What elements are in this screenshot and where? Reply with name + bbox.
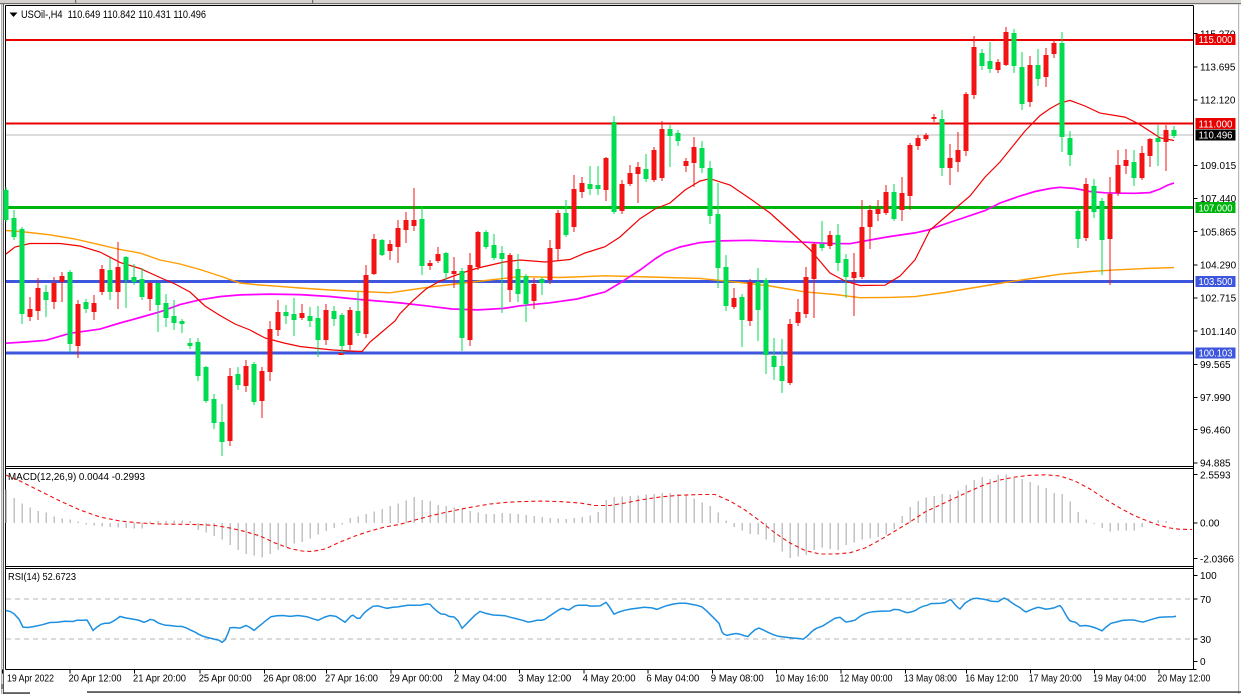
- svg-text:26 Apr 08:00: 26 Apr 08:00: [263, 674, 316, 685]
- svg-text:105.865: 105.865: [1200, 227, 1237, 238]
- svg-text:107.440: 107.440: [1200, 194, 1237, 205]
- svg-text:99.565: 99.565: [1200, 360, 1231, 371]
- svg-text:16 May 12:00: 16 May 12:00: [965, 674, 1018, 685]
- svg-text:4 May 20:00: 4 May 20:00: [583, 674, 636, 685]
- svg-text:19 May 04:00: 19 May 04:00: [1093, 674, 1146, 685]
- svg-text:109.015: 109.015: [1200, 161, 1237, 172]
- svg-text:-2.0366: -2.0366: [1200, 554, 1234, 565]
- svg-text:21 Apr 20:00: 21 Apr 20:00: [133, 674, 186, 685]
- svg-text:25 Apr 00:00: 25 Apr 00:00: [199, 674, 252, 685]
- svg-text:6 May 04:00: 6 May 04:00: [646, 674, 699, 685]
- svg-text:0.00: 0.00: [1200, 519, 1220, 530]
- svg-text:107.000: 107.000: [1199, 204, 1233, 215]
- svg-text:94.885: 94.885: [1200, 459, 1231, 470]
- svg-text:0: 0: [1200, 657, 1206, 668]
- svg-text:MACD(12,26,9) 0.0044 -0.2993: MACD(12,26,9) 0.0044 -0.2993: [8, 472, 145, 483]
- svg-text:2.5593: 2.5593: [1200, 470, 1231, 481]
- svg-text:27 Apr 16:00: 27 Apr 16:00: [325, 674, 378, 685]
- svg-text:103.500: 103.500: [1199, 277, 1233, 288]
- svg-text:USOil-,H4 110.649 110.842 110: USOil-,H4 110.649 110.842 110.431 110.49…: [21, 9, 206, 21]
- svg-text:13 May 08:00: 13 May 08:00: [904, 674, 957, 685]
- svg-text:29 Apr 00:00: 29 Apr 00:00: [389, 674, 442, 685]
- svg-text:111.000: 111.000: [1199, 119, 1233, 130]
- svg-text:96.460: 96.460: [1200, 425, 1231, 436]
- svg-text:70: 70: [1200, 595, 1212, 606]
- svg-text:101.140: 101.140: [1200, 327, 1237, 338]
- svg-text:30: 30: [1200, 635, 1212, 646]
- svg-text:100: 100: [1200, 571, 1217, 582]
- svg-text:RSI(14) 52.6723: RSI(14) 52.6723: [8, 572, 76, 583]
- svg-text:100.103: 100.103: [1199, 349, 1233, 360]
- svg-text:17 May 20:00: 17 May 20:00: [1029, 674, 1082, 685]
- svg-text:19 Apr 2022: 19 Apr 2022: [7, 674, 54, 685]
- svg-text:104.290: 104.290: [1200, 261, 1237, 272]
- svg-text:112.120: 112.120: [1200, 96, 1236, 107]
- svg-text:2 May 04:00: 2 May 04:00: [454, 674, 507, 685]
- svg-text:110.496: 110.496: [1199, 131, 1233, 142]
- svg-text:12 May 00:00: 12 May 00:00: [840, 674, 893, 685]
- svg-text:115.000: 115.000: [1199, 35, 1233, 46]
- svg-text:10 May 16:00: 10 May 16:00: [775, 674, 828, 685]
- svg-text:113.695: 113.695: [1200, 63, 1236, 74]
- svg-text:97.990: 97.990: [1200, 393, 1231, 404]
- svg-text:3 May 12:00: 3 May 12:00: [518, 674, 571, 685]
- svg-text:9 May 08:00: 9 May 08:00: [711, 674, 764, 685]
- svg-text:20 May 12:00: 20 May 12:00: [1157, 674, 1210, 685]
- svg-text:102.715: 102.715: [1200, 294, 1237, 305]
- svg-text:20 Apr 12:00: 20 Apr 12:00: [69, 674, 122, 685]
